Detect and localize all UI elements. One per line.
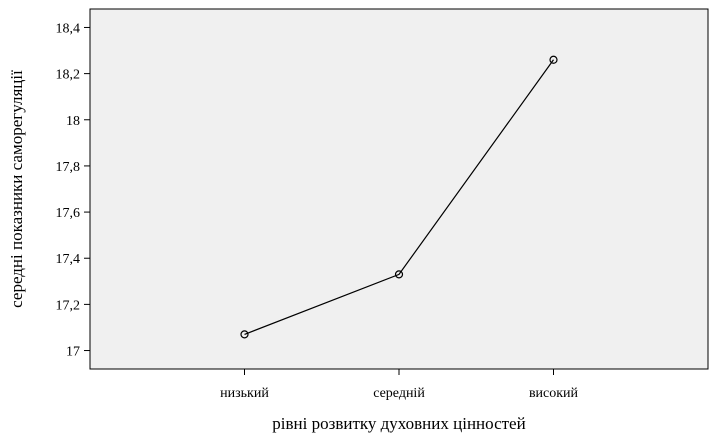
x-tick-label: середній	[373, 386, 425, 401]
y-tick-label: 17	[66, 345, 80, 360]
x-tick-label: низький	[220, 386, 269, 401]
y-axis-title: середні показники саморегуляції	[7, 70, 26, 308]
y-tick-label: 17,2	[56, 298, 81, 313]
y-tick-label: 18,4	[56, 21, 81, 36]
series-group	[240, 55, 558, 339]
y-tick-label: 18,2	[56, 68, 81, 83]
plot-area	[89, 8, 709, 370]
data-point	[394, 270, 404, 279]
y-tick-label: 17,8	[56, 160, 81, 175]
y-tick-label: 17,6	[56, 206, 81, 221]
series-line	[244, 59, 554, 335]
y-tick-label: 18	[66, 114, 80, 129]
y-tick-label: 17,4	[56, 252, 81, 267]
x-axis: низький середній високий	[220, 369, 579, 401]
data-point	[549, 55, 558, 64]
x-tick-label: високий	[529, 386, 579, 401]
data-point	[240, 330, 249, 339]
y-axis: 17 17,2 17,4 17,6 17,8 18 18,2 18,4	[56, 21, 90, 360]
x-axis-title: рівні розвитку духовних цінностей	[272, 414, 525, 433]
